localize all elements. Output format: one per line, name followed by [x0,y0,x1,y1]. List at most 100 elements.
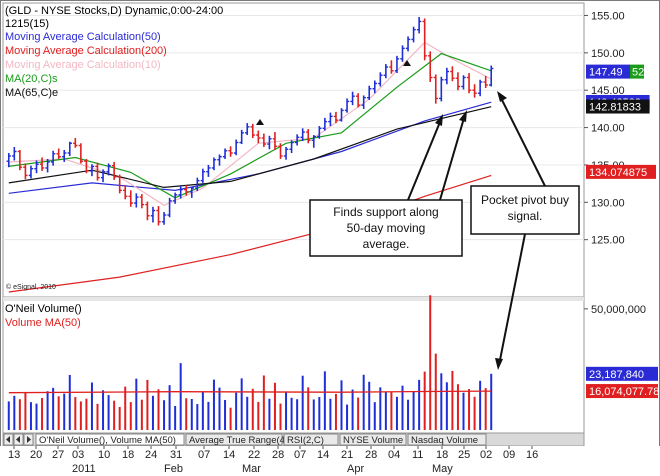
day-label: 25 [458,449,470,461]
tab-background[interactable] [407,433,487,446]
price-bar [62,150,67,162]
price-bar [67,141,72,156]
value-label-text: 16,074,077.78 [589,386,659,398]
price-value-label: 134.074875 [586,164,656,179]
price-bar [78,143,84,164]
annotation-text-line: signal. [508,209,543,223]
day-label: 16 [526,449,538,461]
price-bar [222,148,228,159]
price-bar [228,146,233,157]
price-pane [2,2,585,298]
day-label: 04 [388,449,400,461]
volume-value-label: 16,074,077.78 [586,384,659,399]
tab-label[interactable]: RSI(2,C) [287,435,324,446]
price-bar [411,26,416,43]
price-bar [328,112,333,127]
price-bar [472,84,477,98]
price-axis: 155.00150.00145.00140.00135.00130.00125.… [584,10,625,247]
volume-value-labels: 23,187,840 16,074,077.78 [586,366,659,399]
price-bar [100,169,106,183]
value-label-box [586,384,658,399]
price-bar [233,139,239,156]
indicator-tab[interactable]: Nasdaq Volume [407,433,487,446]
price-bar [372,80,377,94]
price-bar [283,147,289,160]
bar-count: 1215(15) [5,18,49,30]
price-bar [156,206,161,226]
tab-label[interactable]: Average True Range(40) [189,435,293,446]
arrow-left-icon [16,436,20,443]
price-bar [161,212,167,225]
price-bar [150,206,156,223]
price-tick-label: 125.00 [591,235,625,247]
value-label-text: 147.49 [589,67,623,79]
pane-separator[interactable] [3,297,584,301]
annotation-arrow [439,117,465,201]
price-bar [489,65,494,87]
day-label: 18 [436,449,448,461]
price-bar [195,177,200,192]
price-bar [39,157,45,171]
price-bar [333,111,339,124]
price-bar [89,164,95,177]
annotation-box [470,185,580,235]
signal-markers [256,60,411,125]
day-label: 02 [480,449,492,461]
tab-background[interactable] [185,433,283,446]
pivot-annotation: Pocket pivot buy signal. [470,91,580,370]
price-value-label: 142.81833 [586,99,650,114]
annotation-text-line: average. [363,237,410,251]
annotation-arrow [407,121,441,201]
price-bar [389,60,394,74]
month-label: 2011 [72,463,96,475]
tab-background[interactable] [283,433,339,446]
price-bar [28,165,34,179]
value-label-box [586,366,658,381]
day-label: 31 [170,449,182,461]
volume-tick-label: 50,000,000 [591,304,646,316]
price-bar [239,129,244,145]
price-bar [145,201,150,221]
price-bar [466,73,472,94]
indicator-tabs: O'Neil Volume(), Volume MA(50) Average Tr… [35,433,487,446]
price-bar [444,67,450,85]
indicator-tab[interactable]: RSI(2,C) [283,433,339,446]
price-bar [439,76,444,102]
day-label: 03 [72,449,84,461]
tab-scroll-buttons [3,433,34,446]
arrowhead-icon [435,114,443,126]
tab-label[interactable]: O'Neil Volume(), Volume MA(50) [39,435,176,446]
day-label: 18 [122,449,134,461]
price-tick-label: 130.00 [591,197,625,209]
tab-label[interactable]: Nasdaq Volume [411,435,478,446]
price-bar [178,185,183,199]
indicator-tab[interactable]: O'Neil Volume(), Volume MA(50) [35,433,185,446]
price-bar [45,158,50,173]
price-bar [300,128,305,142]
price-bar [350,91,355,106]
legend-ma10: Moving Average Calculation(10) [5,59,161,71]
day-label: 14 [317,449,329,461]
support-annotation: Finds support along 50-day moving averag… [309,110,467,257]
value-label-suffix: 52 [632,67,644,79]
day-label: 22 [248,449,260,461]
day-label: 13 [8,449,20,461]
price-tick-label: 145.00 [591,85,625,97]
month-label: May [432,463,453,475]
price-bars [6,16,494,226]
tab-background[interactable] [339,433,407,446]
tab-background[interactable] [35,433,185,446]
indicator-tab[interactable]: Average True Range(40) [185,433,293,446]
month-label: Feb [164,463,183,475]
arrowhead-icon [495,358,503,370]
legend-ma50: Moving Average Calculation(50) [5,31,161,43]
annotation-box [309,199,463,257]
day-label: 10 [98,449,110,461]
day-label: 28 [365,449,377,461]
price-bar [461,75,466,90]
tab-label[interactable]: NYSE Volume [343,435,403,446]
price-bar [17,150,23,171]
day-label: 07 [198,449,210,461]
indicator-tab[interactable]: NYSE Volume [339,433,407,446]
